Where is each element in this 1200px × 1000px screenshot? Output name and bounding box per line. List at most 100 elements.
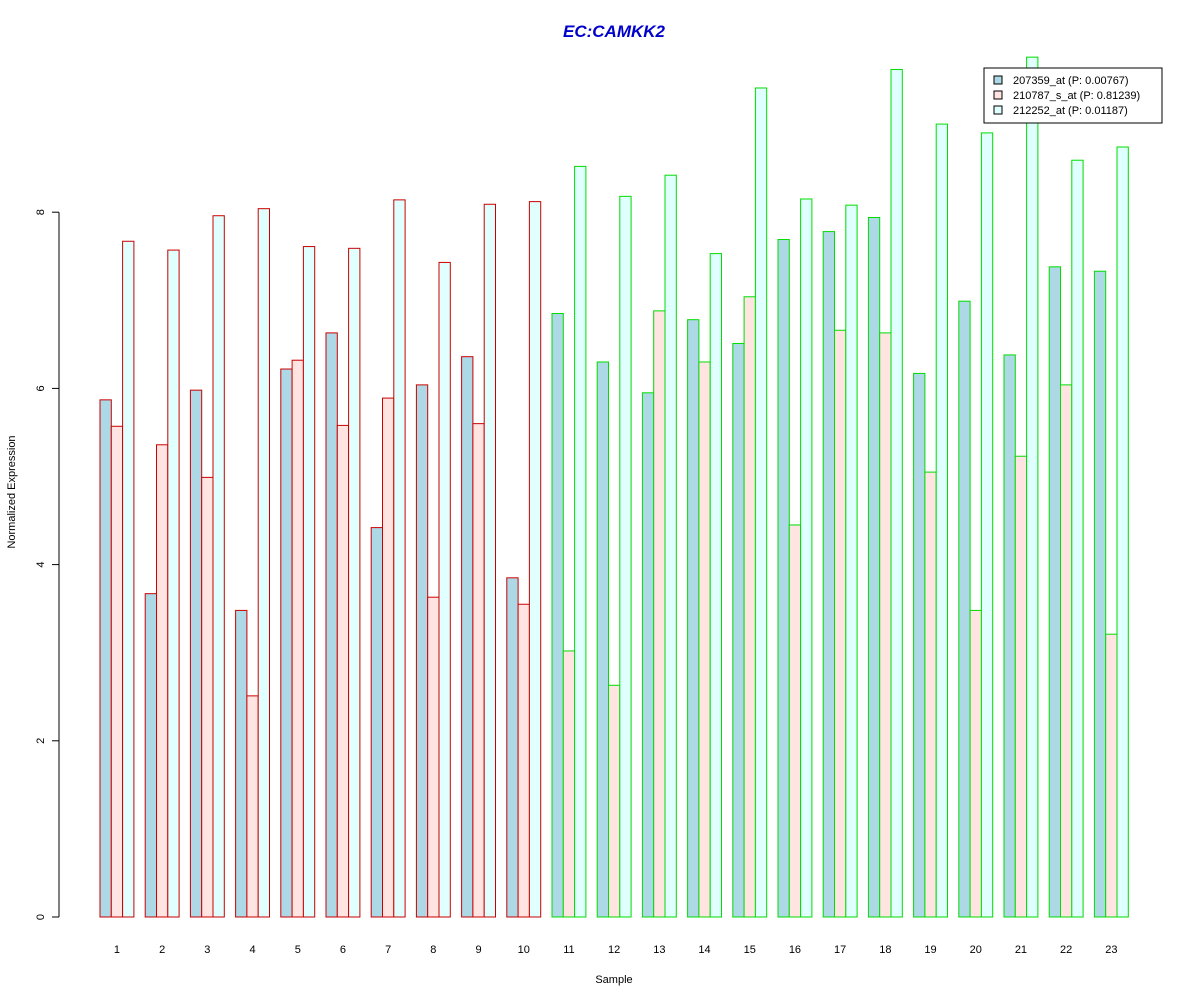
chart-title: EC:CAMKK2 bbox=[563, 22, 666, 41]
bar-sample-13-series-2 bbox=[653, 310, 666, 918]
bar-sample-17-series-1 bbox=[822, 231, 836, 918]
x-tick-label: 11 bbox=[563, 944, 574, 956]
bar-sample-2-series-1 bbox=[144, 593, 157, 918]
bar-sample-4-series-2 bbox=[246, 695, 259, 918]
bar-sample-3-series-3 bbox=[212, 215, 225, 918]
legend-swatch bbox=[993, 75, 1003, 85]
bar-sample-4-series-1 bbox=[235, 609, 248, 918]
x-tick-label: 3 bbox=[204, 944, 210, 956]
bar-sample-7-series-1 bbox=[370, 527, 384, 918]
legend-entry: 210787_s_at (P: 0.81239) bbox=[1013, 90, 1140, 102]
bar-sample-21-series-3 bbox=[1026, 56, 1039, 918]
x-tick-label: 21 bbox=[1015, 944, 1027, 956]
bar-sample-6-series-1 bbox=[325, 332, 338, 918]
bar-sample-20-series-2 bbox=[969, 609, 982, 918]
bar-sample-8-series-2 bbox=[427, 596, 440, 918]
x-tick-label: 22 bbox=[1060, 944, 1072, 956]
bar-sample-10-series-1 bbox=[506, 577, 519, 918]
bar-sample-21-series-1 bbox=[1003, 354, 1016, 918]
bar-sample-3-series-2 bbox=[201, 476, 214, 918]
x-tick-label: 6 bbox=[340, 944, 346, 956]
bar-sample-18-series-3 bbox=[890, 68, 903, 918]
bar-sample-7-series-3 bbox=[393, 199, 406, 918]
bar-sample-19-series-3 bbox=[935, 123, 949, 918]
bar-sample-15-series-3 bbox=[754, 87, 768, 918]
bar-sample-15-series-1 bbox=[732, 342, 745, 918]
legend: 207359_at (P: 0.00767) 210787_s_at (P: 0.… bbox=[983, 67, 1163, 124]
bar-sample-23-series-3 bbox=[1116, 146, 1129, 918]
bar-sample-23-series-2 bbox=[1105, 633, 1118, 918]
bar-sample-11-series-2 bbox=[562, 650, 576, 918]
y-axis-label: Normalized Expression bbox=[6, 435, 18, 548]
x-tick-labels: 1 2 3 4 5 6 7 8 9 10 11 12 13 14 15 16 17 18 19 20 21 22 23 bbox=[114, 944, 1118, 956]
legend-entry: 207359_at (P: 0.00767) bbox=[1013, 75, 1129, 87]
bars bbox=[99, 56, 1129, 918]
bar-sample-12-series-3 bbox=[619, 195, 632, 918]
bar-sample-4-series-3 bbox=[257, 208, 271, 918]
x-tick-label: 9 bbox=[475, 944, 481, 956]
bar-sample-5-series-1 bbox=[280, 368, 293, 918]
bar-sample-5-series-2 bbox=[291, 359, 304, 918]
bar-sample-15-series-2 bbox=[743, 296, 756, 918]
legend-box bbox=[983, 67, 1163, 124]
y-tick-label: 6 bbox=[35, 385, 47, 391]
y-tick-label: 2 bbox=[35, 738, 47, 744]
x-tick-label: 15 bbox=[744, 944, 756, 956]
bar-sample-14-series-2 bbox=[698, 361, 711, 918]
bar-sample-3-series-1 bbox=[189, 389, 203, 918]
legend-swatch bbox=[993, 105, 1003, 115]
bar-sample-12-series-2 bbox=[608, 684, 621, 918]
x-tick-label: 12 bbox=[608, 944, 620, 956]
bar-sample-23-series-1 bbox=[1093, 270, 1107, 918]
x-tick-label: 17 bbox=[834, 944, 846, 956]
y-tick-label: 4 bbox=[35, 562, 47, 568]
bar-sample-2-series-3 bbox=[167, 249, 180, 918]
bar-sample-22-series-3 bbox=[1071, 159, 1084, 918]
x-tick-label: 19 bbox=[924, 944, 936, 956]
bar-sample-8-series-3 bbox=[438, 261, 451, 918]
bar-sample-9-series-1 bbox=[461, 356, 474, 918]
x-tick-label: 8 bbox=[430, 944, 436, 956]
x-tick-label: 1 bbox=[114, 944, 120, 956]
y-axis: 0 2 4 6 8 bbox=[35, 209, 60, 920]
bar-sample-20-series-1 bbox=[958, 300, 971, 918]
bar-sample-1-series-1 bbox=[99, 399, 112, 918]
x-tick-label: 18 bbox=[879, 944, 891, 956]
bar-sample-14-series-1 bbox=[687, 319, 700, 918]
x-tick-label: 13 bbox=[653, 944, 665, 956]
bar-sample-16-series-1 bbox=[777, 239, 790, 918]
bar-sample-11-series-3 bbox=[574, 165, 587, 918]
bar-sample-21-series-2 bbox=[1014, 455, 1028, 918]
bar-sample-11-series-1 bbox=[551, 313, 564, 918]
bar-sample-7-series-2 bbox=[382, 397, 395, 918]
bar-sample-18-series-2 bbox=[879, 332, 892, 918]
x-tick-label: 14 bbox=[698, 944, 710, 956]
bar-sample-1-series-3 bbox=[122, 240, 135, 918]
bar-sample-10-series-3 bbox=[528, 201, 542, 918]
bar-sample-17-series-3 bbox=[845, 204, 858, 918]
y-tick-label: 0 bbox=[35, 914, 47, 920]
bar-sample-10-series-2 bbox=[517, 603, 530, 918]
bar-sample-22-series-1 bbox=[1048, 266, 1061, 918]
legend-swatch bbox=[993, 90, 1003, 100]
bar-sample-13-series-3 bbox=[664, 174, 677, 918]
y-tick-label: 8 bbox=[35, 209, 47, 215]
bar-sample-5-series-3 bbox=[302, 246, 316, 918]
x-tick-label: 2 bbox=[159, 944, 165, 956]
bar-sample-22-series-2 bbox=[1060, 384, 1073, 918]
bar-sample-8-series-1 bbox=[415, 384, 429, 918]
x-tick-label: 7 bbox=[385, 944, 391, 956]
bar-sample-16-series-3 bbox=[800, 198, 813, 918]
x-tick-label: 16 bbox=[789, 944, 801, 956]
legend-entry: 212252_at (P: 0.01187) bbox=[1013, 105, 1128, 117]
x-axis-label: Sample bbox=[595, 974, 632, 986]
bar-sample-6-series-2 bbox=[336, 424, 350, 918]
bar-sample-16-series-2 bbox=[788, 524, 802, 918]
bar-sample-1-series-2 bbox=[110, 425, 124, 918]
bar-sample-20-series-3 bbox=[980, 132, 994, 918]
bar-sample-19-series-1 bbox=[913, 372, 926, 918]
x-tick-label: 10 bbox=[518, 944, 530, 956]
bar-sample-12-series-1 bbox=[596, 361, 610, 918]
bar-sample-18-series-1 bbox=[867, 216, 881, 918]
